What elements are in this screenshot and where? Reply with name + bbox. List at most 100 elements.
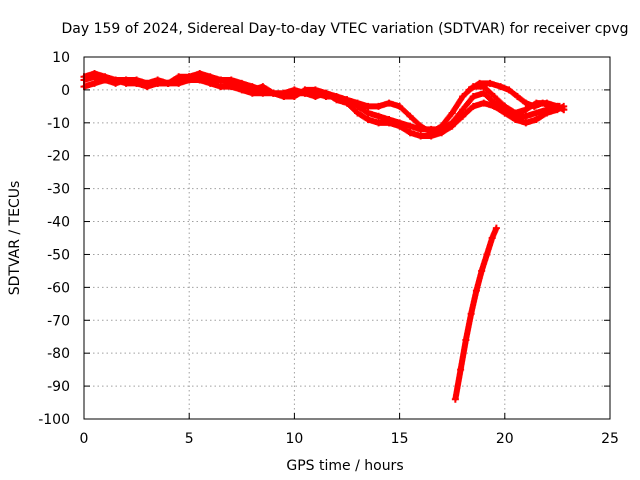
data-point bbox=[154, 76, 162, 84]
data-point bbox=[483, 250, 491, 258]
data-point bbox=[354, 109, 362, 117]
x-tick-label: 20 bbox=[496, 431, 514, 447]
data-point bbox=[490, 92, 498, 100]
data-point bbox=[238, 83, 246, 91]
data-point bbox=[322, 92, 330, 100]
data-point bbox=[556, 102, 564, 110]
data-point bbox=[480, 89, 488, 97]
data-point bbox=[522, 112, 530, 120]
data-point bbox=[343, 96, 351, 104]
grid-lines bbox=[84, 57, 610, 419]
data-point bbox=[406, 122, 414, 130]
y-tick-label: -90 bbox=[47, 379, 70, 395]
data-point bbox=[472, 287, 480, 295]
data-point bbox=[417, 132, 425, 140]
y-tick-label: -100 bbox=[38, 412, 70, 428]
data-point bbox=[217, 76, 225, 84]
chart-title: Day 159 of 2024, Sidereal Day-to-day VTE… bbox=[62, 21, 629, 37]
y-tick-label: -20 bbox=[47, 149, 70, 165]
data-point bbox=[396, 102, 404, 110]
y-tick-label: -70 bbox=[47, 313, 70, 329]
data-point bbox=[530, 102, 538, 110]
data-point bbox=[547, 102, 555, 110]
data-point bbox=[301, 89, 309, 97]
data-point bbox=[396, 119, 404, 127]
data-point bbox=[311, 89, 319, 97]
data-point bbox=[511, 112, 519, 120]
data-point bbox=[406, 112, 414, 120]
data-point bbox=[469, 102, 477, 110]
y-tick-label: -30 bbox=[47, 182, 70, 198]
x-tick-label: 0 bbox=[80, 431, 89, 447]
data-point bbox=[375, 119, 383, 127]
data-point bbox=[185, 73, 193, 81]
data-point bbox=[480, 99, 488, 107]
x-tick-label: 15 bbox=[391, 431, 409, 447]
data-point bbox=[91, 73, 99, 81]
data-point bbox=[448, 119, 456, 127]
data-point bbox=[532, 116, 540, 124]
data-point bbox=[467, 310, 475, 318]
data-point bbox=[385, 99, 393, 107]
data-point bbox=[290, 89, 298, 97]
data-point bbox=[417, 125, 425, 133]
data-point bbox=[217, 83, 225, 91]
data-point bbox=[438, 125, 446, 133]
data-point bbox=[259, 89, 267, 97]
data-point bbox=[101, 76, 109, 84]
data-point bbox=[259, 83, 267, 91]
data-point bbox=[406, 129, 414, 137]
data-point bbox=[522, 99, 530, 107]
plot-frame bbox=[83, 56, 611, 420]
data-point bbox=[560, 106, 568, 114]
data-point bbox=[175, 73, 183, 81]
data-point bbox=[532, 109, 540, 117]
data-point bbox=[196, 73, 204, 81]
data-point bbox=[492, 224, 500, 232]
y-axis-title: SDTVAR / TECUs bbox=[7, 181, 23, 296]
data-point bbox=[91, 79, 99, 87]
data-point bbox=[497, 83, 505, 91]
x-tick-label: 10 bbox=[285, 431, 303, 447]
y-tick-label: 10 bbox=[52, 50, 70, 66]
data-point bbox=[227, 79, 235, 87]
data-point bbox=[476, 79, 484, 87]
data-point bbox=[269, 89, 277, 97]
x-axis-title: GPS time / hours bbox=[286, 458, 403, 474]
data-points bbox=[80, 69, 568, 403]
data-point bbox=[505, 86, 513, 94]
data-point bbox=[488, 234, 496, 242]
data-point bbox=[522, 119, 530, 127]
y-tick-label: -80 bbox=[47, 346, 70, 362]
data-point bbox=[112, 79, 120, 87]
data-point bbox=[133, 76, 141, 84]
data-point bbox=[539, 99, 547, 107]
data-point bbox=[490, 99, 498, 107]
x-tick-label: 25 bbox=[601, 431, 619, 447]
y-tick-label: -50 bbox=[47, 247, 70, 263]
data-point bbox=[385, 116, 393, 124]
data-point bbox=[513, 92, 521, 100]
y-tick-label: -40 bbox=[47, 215, 70, 231]
data-point bbox=[206, 76, 214, 84]
data-point bbox=[501, 106, 509, 114]
data-point bbox=[469, 92, 477, 100]
data-point bbox=[375, 112, 383, 120]
series-track-d bbox=[465, 79, 564, 110]
data-point bbox=[478, 267, 486, 275]
data-point bbox=[364, 109, 372, 117]
data-point bbox=[364, 102, 372, 110]
data-point bbox=[462, 336, 470, 344]
data-point bbox=[164, 79, 172, 87]
data-point bbox=[448, 109, 456, 117]
data-point bbox=[427, 132, 435, 140]
data-point bbox=[457, 366, 465, 374]
x-tick-label: 5 bbox=[185, 431, 194, 447]
series-track-c bbox=[80, 73, 568, 133]
y-tick-label: 0 bbox=[61, 83, 70, 99]
data-point bbox=[175, 79, 183, 87]
data-point bbox=[332, 92, 340, 100]
data-point bbox=[280, 92, 288, 100]
axis-ticks: 0 5 10 15 20 25 10 0 -10 -20 -30 -40 -50 -60 -70 -80 -90… bbox=[38, 50, 619, 447]
